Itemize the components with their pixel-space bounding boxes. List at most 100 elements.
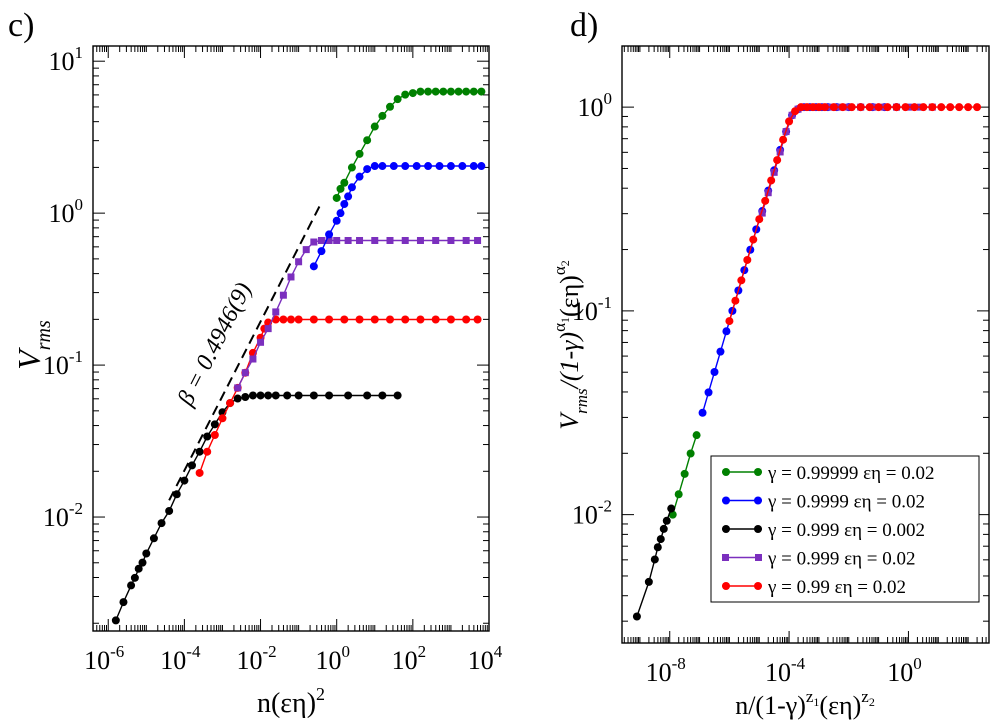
x-tick-label: 102 xyxy=(392,642,427,675)
panel-c-series xyxy=(111,87,486,625)
panel-c: c) 10-6 10-4 10-2 100 102 104 10-2 10-1 100 101 β… xyxy=(8,7,503,719)
data-point xyxy=(130,573,139,582)
data-point xyxy=(233,394,242,403)
data-point xyxy=(412,162,421,171)
data-point xyxy=(401,236,409,244)
data-point xyxy=(309,262,318,271)
x-tick-label: 10-6 xyxy=(84,642,124,675)
legend-marker xyxy=(754,525,762,533)
data-point xyxy=(332,216,341,225)
series-line xyxy=(701,106,897,413)
panel-c-label: c) xyxy=(8,7,34,44)
data-point xyxy=(656,535,665,544)
x-tick-label: 10-4 xyxy=(765,654,806,687)
data-point xyxy=(704,388,713,397)
panel-d-ticks xyxy=(622,46,990,643)
data-point xyxy=(814,103,823,112)
data-point xyxy=(264,391,273,400)
data-point xyxy=(692,431,701,440)
data-point xyxy=(469,87,478,96)
data-point xyxy=(722,327,731,336)
data-point xyxy=(256,391,265,400)
data-point xyxy=(370,162,379,171)
data-point xyxy=(344,192,353,201)
data-point xyxy=(325,236,333,244)
data-point xyxy=(462,87,471,96)
data-point xyxy=(138,558,147,567)
panel-c-ticks xyxy=(92,46,490,631)
data-point xyxy=(355,149,364,158)
y-tick-label: 10-2 xyxy=(572,497,612,530)
panel-d-plot-frame xyxy=(621,45,990,644)
y-tick-label: 100 xyxy=(578,89,613,122)
x-tick-label: 10-4 xyxy=(160,642,201,675)
data-point xyxy=(336,209,345,218)
legend-marker xyxy=(755,554,762,561)
data-point xyxy=(294,315,303,324)
y-tick-label: 100 xyxy=(49,195,84,228)
data-point xyxy=(188,461,196,470)
data-point xyxy=(347,183,356,192)
data-point xyxy=(659,524,668,533)
data-point xyxy=(432,236,440,244)
data-point xyxy=(946,103,955,112)
data-point xyxy=(370,122,379,131)
data-point xyxy=(964,103,973,112)
data-point xyxy=(344,236,352,244)
data-point xyxy=(416,236,424,244)
data-point xyxy=(731,296,740,305)
fit-line-dashed xyxy=(168,202,323,501)
data-point xyxy=(203,447,212,456)
data-point xyxy=(302,246,310,254)
data-point xyxy=(393,95,402,104)
data-point xyxy=(378,111,387,120)
data-point xyxy=(248,391,257,400)
data-point xyxy=(180,476,189,485)
data-point xyxy=(680,469,689,478)
data-point xyxy=(710,368,719,377)
data-point xyxy=(226,399,235,408)
legend-label: γ = 0.999 εη = 0.002 xyxy=(767,520,925,541)
data-point xyxy=(785,117,794,126)
data-point xyxy=(325,391,334,400)
data-point xyxy=(401,315,410,324)
data-point xyxy=(401,162,410,171)
data-point xyxy=(856,103,865,112)
legend-marker xyxy=(722,582,730,590)
data-point xyxy=(477,87,486,96)
data-point xyxy=(347,163,356,172)
data-point xyxy=(157,519,166,528)
data-point xyxy=(310,238,318,246)
data-point xyxy=(340,200,349,209)
panel-d-y-axis-label: Vrms/(1-γ)α1(εη)α2 xyxy=(550,260,591,430)
legend-marker xyxy=(722,468,730,476)
legend-label: γ = 0.999 εη = 0.02 xyxy=(767,549,916,570)
data-point xyxy=(165,506,174,515)
data-point xyxy=(172,490,181,499)
x-tick-label: 104 xyxy=(468,642,503,675)
data-point xyxy=(847,103,856,112)
x-tick-label: 100 xyxy=(315,642,350,675)
data-point xyxy=(797,103,806,112)
data-point xyxy=(210,430,219,439)
data-point xyxy=(119,598,128,607)
series-line xyxy=(198,318,478,474)
data-point xyxy=(241,393,250,401)
data-point xyxy=(386,315,394,324)
data-point xyxy=(271,391,280,400)
data-point xyxy=(332,193,341,202)
data-point xyxy=(424,162,433,171)
data-point xyxy=(386,102,394,111)
data-point xyxy=(283,391,292,400)
y-tick-label: 10-2 xyxy=(43,499,83,532)
data-point xyxy=(287,273,295,281)
data-point xyxy=(378,162,387,171)
legend-marker xyxy=(754,496,762,505)
data-point xyxy=(257,338,265,346)
data-point xyxy=(317,236,325,244)
data-point xyxy=(901,103,910,112)
data-point xyxy=(249,355,257,363)
panel-c-tick-labels: 10-6 10-4 10-2 100 102 104 10-2 10-1 100 101 xyxy=(43,43,503,675)
data-point xyxy=(279,291,287,299)
